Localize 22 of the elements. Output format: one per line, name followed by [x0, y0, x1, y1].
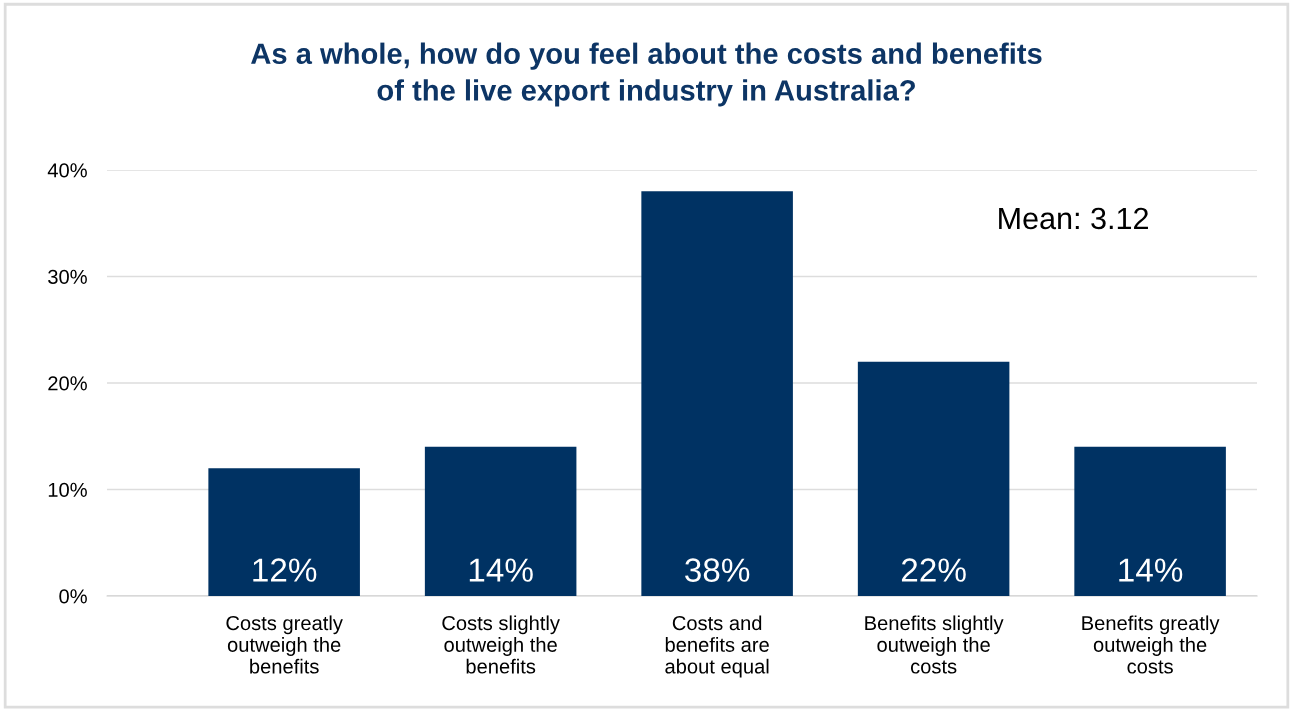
bar: [424, 446, 577, 596]
y-tick-label: 0%: [59, 589, 87, 604]
bar: [857, 361, 1010, 596]
x-tick-label: Costs and benefits are about equal: [665, 615, 769, 678]
y-tick-label: 30%: [48, 269, 87, 284]
y-tick-label: 10%: [48, 482, 87, 497]
bar: [1074, 446, 1226, 596]
data-label: 12%: [253, 558, 317, 582]
annotation: Mean: 3.12: [999, 207, 1148, 230]
y-tick-label: 20%: [48, 376, 87, 391]
x-tick-label: Costs greatly outweigh the benefits: [226, 615, 343, 674]
data-label: 38%: [685, 558, 750, 582]
data-label: 14%: [1119, 558, 1183, 582]
bar: [208, 468, 360, 596]
chart-title: As a whole, how do you feel about the costs and benefits of the live export industry in Australia?: [251, 42, 1042, 107]
x-tick-label: Costs slightly outweigh the benefits: [442, 615, 560, 674]
bar: [641, 191, 793, 596]
y-tick-label: 40%: [47, 163, 87, 178]
data-label: 14%: [469, 558, 533, 582]
data-label: 22%: [901, 558, 966, 582]
x-tick-label: Benefits greatly outweigh the costs: [1082, 615, 1220, 674]
x-tick-label: Benefits slightly outweigh the costs: [865, 615, 1004, 674]
